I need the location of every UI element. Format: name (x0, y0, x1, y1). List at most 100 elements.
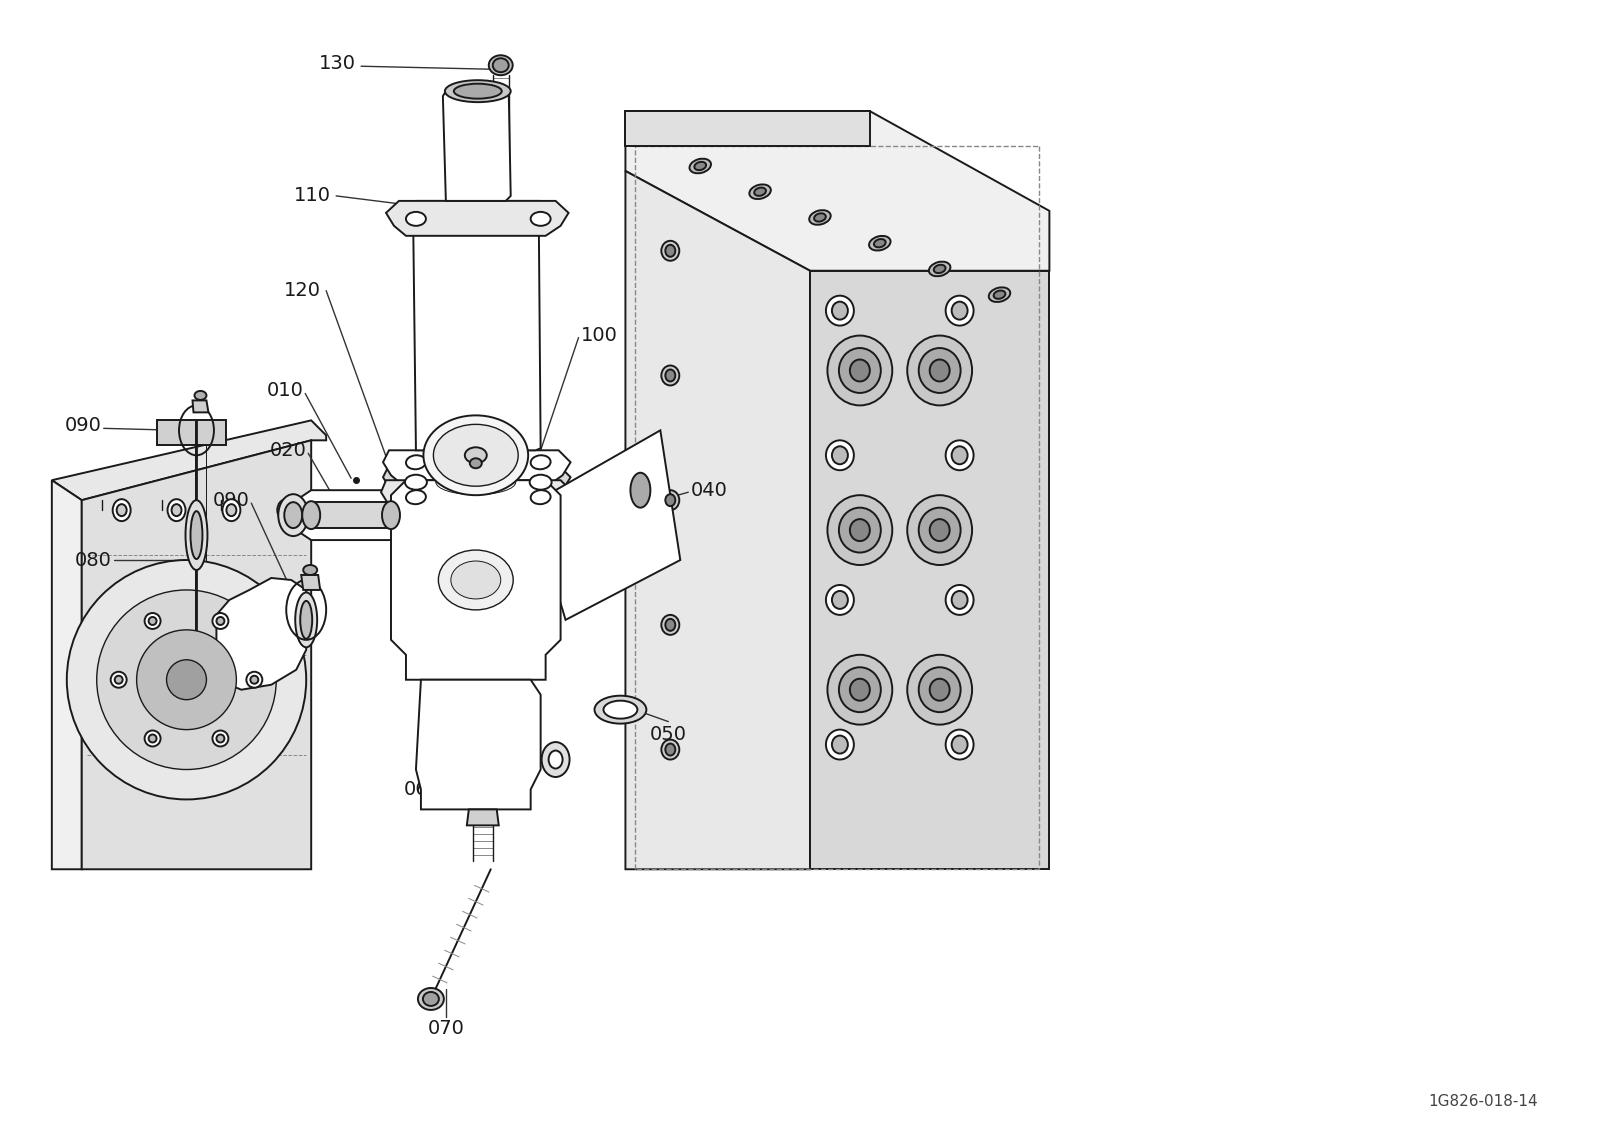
Ellipse shape (994, 290, 1005, 298)
Ellipse shape (934, 264, 946, 273)
Polygon shape (82, 441, 310, 869)
Ellipse shape (603, 700, 637, 719)
Ellipse shape (952, 591, 968, 609)
Ellipse shape (186, 500, 208, 570)
Polygon shape (386, 200, 568, 236)
Text: 080: 080 (75, 550, 112, 570)
Ellipse shape (438, 550, 514, 609)
Ellipse shape (694, 162, 706, 170)
Ellipse shape (246, 672, 262, 688)
Ellipse shape (826, 441, 854, 470)
Ellipse shape (838, 508, 882, 552)
Polygon shape (310, 502, 390, 528)
Ellipse shape (149, 617, 157, 625)
Polygon shape (390, 481, 560, 680)
Ellipse shape (946, 585, 973, 615)
Text: 110: 110 (294, 187, 331, 205)
Ellipse shape (826, 296, 854, 326)
Ellipse shape (171, 505, 181, 516)
Ellipse shape (406, 212, 426, 226)
Ellipse shape (661, 615, 680, 634)
Ellipse shape (946, 730, 973, 760)
Ellipse shape (838, 667, 882, 712)
Ellipse shape (144, 730, 160, 746)
Ellipse shape (907, 495, 973, 565)
Circle shape (166, 659, 206, 699)
Ellipse shape (827, 495, 893, 565)
Ellipse shape (117, 505, 126, 516)
Ellipse shape (814, 213, 826, 222)
Text: 050: 050 (650, 726, 686, 744)
Ellipse shape (304, 565, 317, 575)
Ellipse shape (301, 601, 312, 639)
Ellipse shape (406, 490, 426, 505)
Ellipse shape (827, 336, 893, 405)
Ellipse shape (418, 988, 443, 1010)
Ellipse shape (952, 302, 968, 320)
Ellipse shape (195, 391, 206, 400)
Ellipse shape (451, 562, 501, 599)
Ellipse shape (227, 505, 237, 516)
Ellipse shape (531, 456, 550, 469)
Text: 060: 060 (405, 780, 442, 798)
Ellipse shape (907, 655, 973, 724)
Ellipse shape (466, 448, 486, 464)
Ellipse shape (144, 613, 160, 629)
Ellipse shape (190, 511, 203, 559)
Ellipse shape (907, 336, 973, 405)
Ellipse shape (661, 490, 680, 510)
Ellipse shape (168, 499, 186, 522)
Polygon shape (192, 401, 208, 412)
Ellipse shape (531, 212, 550, 226)
Polygon shape (51, 420, 326, 500)
Ellipse shape (666, 369, 675, 382)
Polygon shape (810, 271, 1050, 869)
Text: 130: 130 (318, 54, 357, 73)
Text: 040: 040 (690, 481, 726, 500)
Ellipse shape (424, 416, 528, 495)
Text: 100: 100 (581, 326, 618, 345)
Ellipse shape (869, 236, 891, 251)
Ellipse shape (826, 585, 854, 615)
Ellipse shape (832, 302, 848, 320)
Ellipse shape (690, 158, 710, 173)
Polygon shape (626, 112, 1050, 271)
Circle shape (67, 560, 306, 800)
Text: 1G826-018-14: 1G826-018-14 (1429, 1093, 1538, 1108)
Ellipse shape (406, 456, 426, 469)
Ellipse shape (530, 475, 552, 490)
Ellipse shape (930, 360, 950, 382)
Ellipse shape (277, 499, 296, 522)
Ellipse shape (838, 349, 882, 393)
Ellipse shape (549, 751, 563, 769)
Ellipse shape (666, 245, 675, 256)
Polygon shape (382, 450, 571, 485)
Ellipse shape (149, 735, 157, 743)
Ellipse shape (918, 508, 960, 552)
Ellipse shape (213, 730, 229, 746)
Ellipse shape (470, 458, 482, 468)
Ellipse shape (661, 366, 680, 385)
Ellipse shape (666, 618, 675, 631)
Ellipse shape (542, 743, 570, 777)
Ellipse shape (850, 679, 870, 700)
Ellipse shape (946, 296, 973, 326)
Polygon shape (550, 431, 680, 620)
Ellipse shape (952, 736, 968, 754)
Polygon shape (51, 481, 82, 869)
Ellipse shape (112, 499, 131, 522)
Ellipse shape (282, 505, 291, 516)
Ellipse shape (531, 490, 550, 505)
Ellipse shape (222, 499, 240, 522)
Ellipse shape (749, 185, 771, 199)
Polygon shape (413, 200, 541, 450)
Ellipse shape (827, 655, 893, 724)
Polygon shape (197, 420, 306, 690)
Text: 090: 090 (66, 416, 102, 435)
Ellipse shape (422, 992, 438, 1006)
Ellipse shape (810, 210, 830, 224)
Ellipse shape (666, 494, 675, 506)
Ellipse shape (595, 696, 646, 723)
Text: 010: 010 (266, 380, 304, 400)
Text: 070: 070 (427, 1019, 464, 1039)
